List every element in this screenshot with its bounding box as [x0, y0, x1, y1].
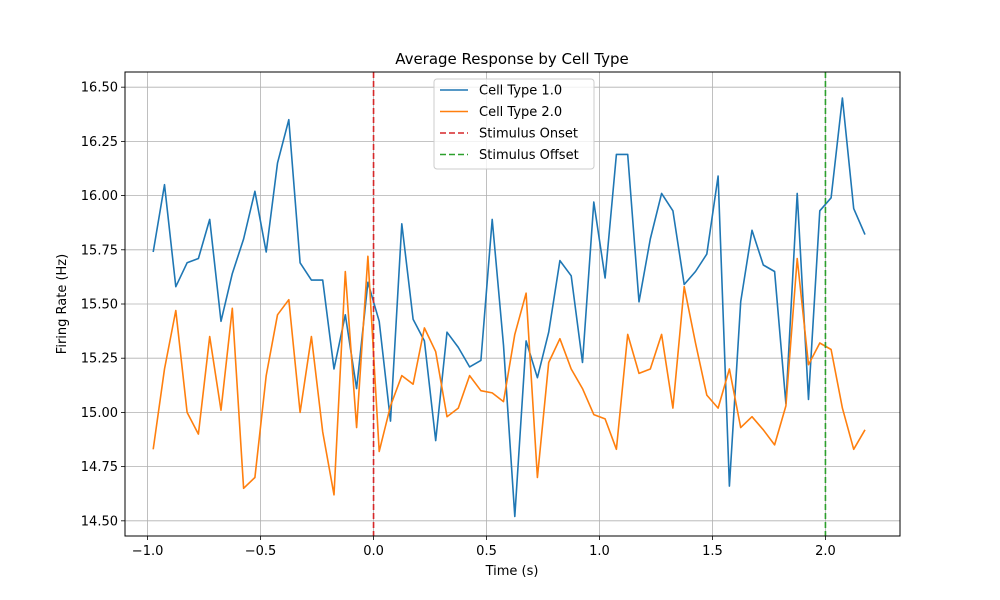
legend-label: Stimulus Onset: [479, 127, 578, 142]
x-ticks: −1.0 −0.5 0.0 0.5 1.0 1.5 2.0: [132, 536, 836, 559]
plot-lines: [152, 72, 866, 536]
y-axis-label: Firing Rate (Hz): [55, 254, 70, 354]
x-tick-label: −1.0: [132, 544, 164, 559]
x-tick-label: 1.0: [589, 544, 610, 559]
y-tick-label: 16.00: [81, 189, 118, 204]
y-ticks: 14.50 14.75 15.00 15.25 15.50 15.75 16.00 16.25…: [81, 81, 125, 529]
y-tick-label: 14.75: [81, 460, 118, 475]
x-axis-label: Time (s): [485, 564, 539, 579]
y-tick-label: 14.50: [81, 514, 118, 529]
legend-item-cell-type-1: Cell Type 1.0: [440, 84, 562, 99]
legend-item-stimulus-onset: Stimulus Onset: [440, 127, 578, 142]
y-tick-label: 16.25: [81, 135, 118, 150]
series-line-cell-type-1: [152, 97, 866, 518]
y-tick-label: 15.25: [81, 352, 118, 367]
y-tick-label: 16.50: [81, 81, 118, 96]
legend: Cell Type 1.0 Cell Type 2.0 Stimulus Onset…: [433, 78, 595, 170]
series-line-cell-type-2: [152, 255, 866, 496]
y-tick-label: 15.00: [81, 406, 118, 421]
x-tick-label: −0.5: [245, 544, 277, 559]
legend-item-cell-type-2: Cell Type 2.0: [440, 105, 562, 120]
legend-box: [433, 78, 595, 170]
x-tick-label: 0.0: [363, 544, 384, 559]
x-tick-label: 1.5: [702, 544, 723, 559]
legend-label: Cell Type 2.0: [479, 105, 562, 120]
x-tick-label: 2.0: [815, 544, 836, 559]
legend-label: Cell Type 1.0: [479, 84, 562, 99]
y-tick-label: 15.75: [81, 243, 118, 258]
chart-title: Average Response by Cell Type: [395, 50, 629, 68]
legend-item-stimulus-offset: Stimulus Offset: [440, 148, 579, 163]
x-tick-label: 0.5: [476, 544, 497, 559]
y-tick-label: 15.50: [81, 298, 118, 313]
legend-label: Stimulus Offset: [479, 148, 579, 163]
